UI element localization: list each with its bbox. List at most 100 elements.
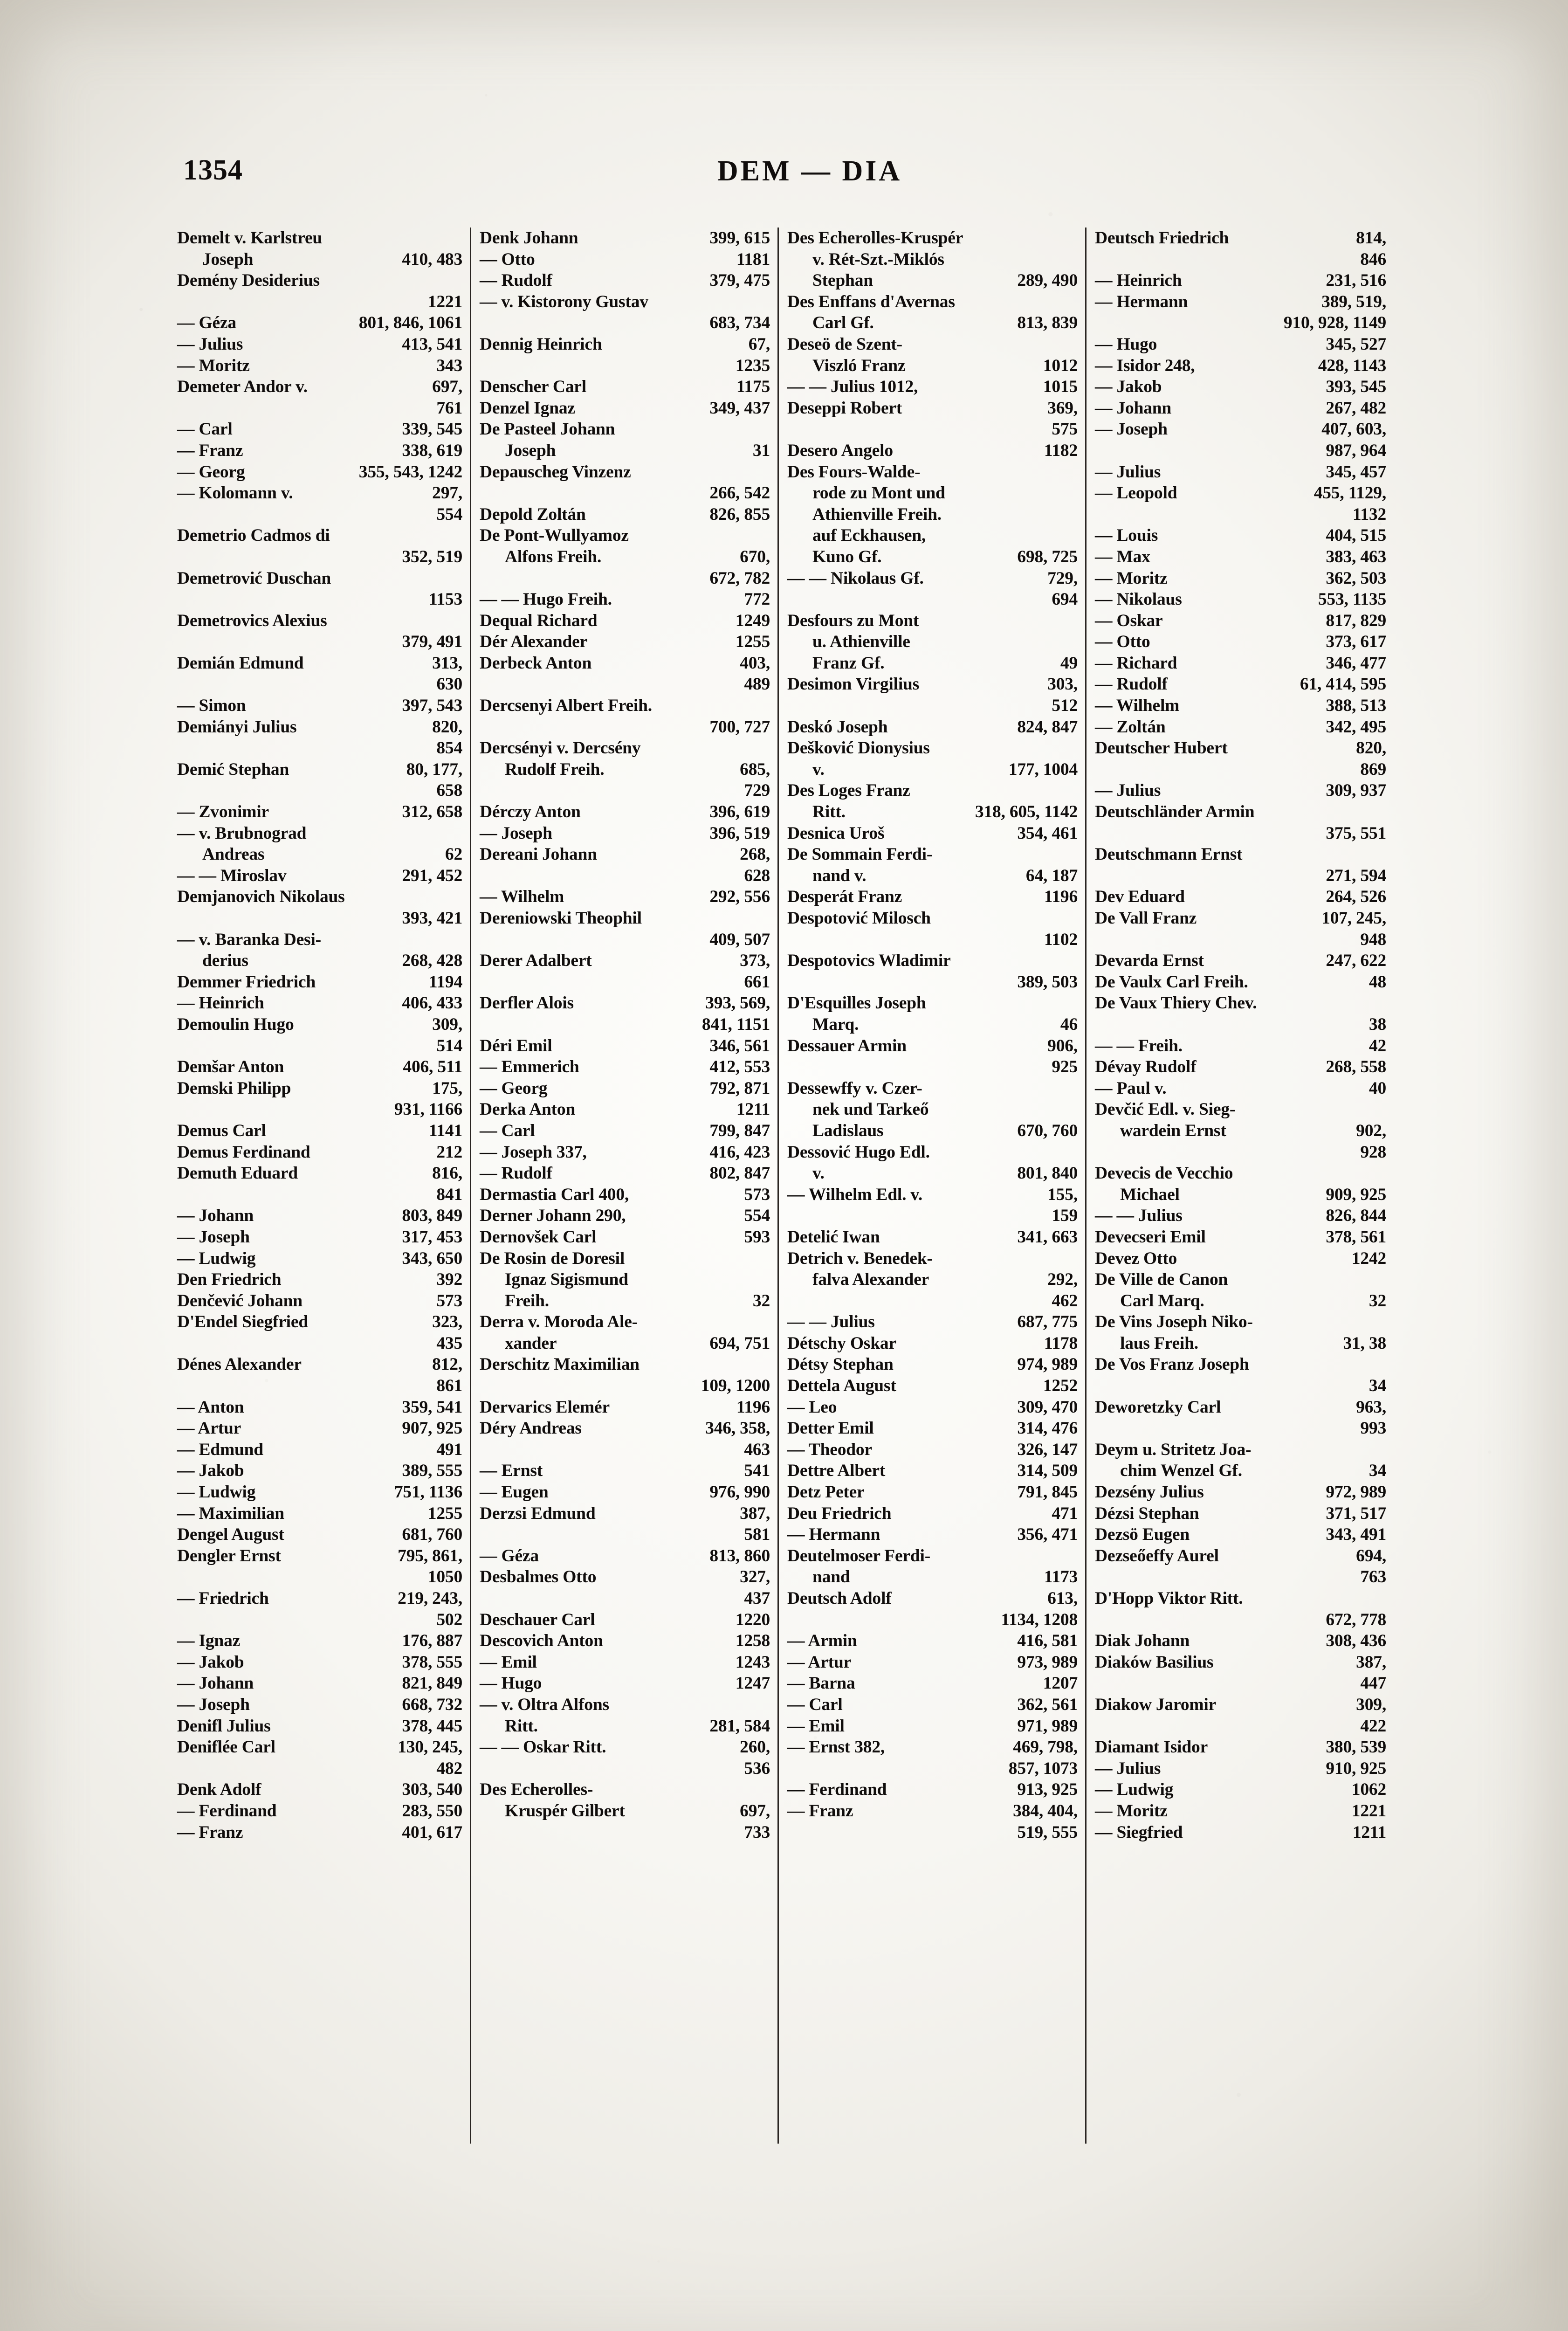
- index-entry: Andreas 62: [177, 844, 462, 865]
- entry-name: — Heinrich: [177, 993, 264, 1013]
- index-entry: Depold Zoltán 826, 855: [480, 504, 770, 525]
- index-entry: — Joseph 317, 453: [177, 1227, 462, 1248]
- entry-name: — Theodor: [787, 1440, 872, 1459]
- index-entry: — Franz 338, 619: [177, 440, 462, 462]
- entry-page-numbers: 1134, 1208: [1001, 1610, 1078, 1629]
- entry-page-numbers: 1255: [735, 632, 770, 652]
- index-entry: — Leo 309, 470: [787, 1397, 1078, 1418]
- entry-name: — Jakob: [1095, 377, 1162, 397]
- entry-name: Dévay Rudolf: [1095, 1057, 1197, 1077]
- index-entry: Des Loges Franz: [787, 780, 1078, 801]
- index-entry-continuation: 502: [177, 1609, 462, 1631]
- entry-page-numbers: 356, 471: [1017, 1525, 1078, 1545]
- entry-page-numbers: 32: [752, 1291, 770, 1310]
- entry-name: — Hugo: [480, 1674, 542, 1693]
- entry-name: Demény Desiderius: [177, 271, 320, 290]
- index-entry-continuation: 672, 782: [480, 568, 770, 589]
- entry-page-numbers: 428, 1143: [1318, 356, 1386, 375]
- index-entry: — Joseph 337, 416, 423: [480, 1142, 770, 1163]
- entry-name: Freih.: [505, 1291, 549, 1310]
- index-entry: — Jakob 378, 555: [177, 1652, 462, 1673]
- index-entry: Dercsényi v. Dercsény: [480, 738, 770, 759]
- entry-page-numbers: 359, 541: [402, 1397, 462, 1417]
- index-entry-continuation: 869: [1095, 759, 1386, 780]
- index-entry-continuation: 854: [177, 738, 462, 759]
- entry-name: Despotović Milosch: [787, 909, 931, 928]
- entry-page-numbers: 925: [1052, 1057, 1078, 1077]
- entry-name: Des Enffans d'Avernas: [787, 292, 955, 311]
- entry-page-numbers: 1221: [1351, 1801, 1386, 1821]
- entry-name: — Ferdinand: [177, 1801, 277, 1821]
- entry-page-numbers: 661: [744, 972, 770, 992]
- entry-page-numbers: 861: [436, 1376, 462, 1396]
- index-entry: Denifl Julius 378, 445: [177, 1716, 462, 1737]
- entry-name: — Georg: [177, 462, 245, 482]
- index-entry: Des Echerolles-Kruspér: [787, 228, 1078, 249]
- entry-page-numbers: 303, 540: [402, 1780, 462, 1800]
- entry-page-numbers: 46: [1060, 1014, 1078, 1034]
- entry-name: Dernovšek Carl: [480, 1227, 597, 1247]
- index-entry: Dercsenyi Albert Freih.: [480, 695, 770, 717]
- entry-page-numbers: 1173: [1044, 1567, 1078, 1587]
- entry-page-numbers: 489: [744, 675, 770, 694]
- entry-page-numbers: 907, 925: [402, 1419, 462, 1438]
- entry-page-numbers: 1196: [736, 1397, 770, 1417]
- index-entry: Des Fours-Walde-: [787, 462, 1078, 483]
- index-entry: — Emil 971, 989: [787, 1716, 1078, 1737]
- index-entry: — Wilhelm Edl. v. 155,: [787, 1184, 1078, 1206]
- index-entry: — Rudolf 802, 847: [480, 1163, 770, 1184]
- index-entry: De Vaulx Carl Freih. 48: [1095, 972, 1386, 993]
- entry-page-numbers: 1220: [735, 1610, 770, 1629]
- entry-page-numbers: 820,: [1356, 738, 1386, 758]
- entry-name: De Rosin de Doresil: [480, 1248, 625, 1268]
- index-entry: Marq. 46: [787, 1014, 1078, 1035]
- index-entry: Derner Johann 290, 554: [480, 1205, 770, 1227]
- entry-page-numbers: 396, 519: [709, 823, 770, 843]
- index-entry: Detrich v. Benedek-: [787, 1248, 1078, 1269]
- entry-name: — Jakob: [177, 1461, 244, 1481]
- entry-page-numbers: 733: [744, 1822, 770, 1842]
- entry-page-numbers: 821, 849: [402, 1674, 462, 1693]
- index-entry-continuation: 658: [177, 780, 462, 801]
- index-entry: — Otto 1181: [480, 249, 770, 270]
- entry-page-numbers: 309,: [1356, 1695, 1386, 1714]
- index-entry: — Johann 803, 849: [177, 1205, 462, 1227]
- entry-name: — Wilhelm: [1095, 696, 1180, 716]
- index-entry: falva Alexander 292,: [787, 1269, 1078, 1290]
- index-entry: De Rosin de Doresil: [480, 1248, 770, 1269]
- index-entry: Den Friedrich 392: [177, 1269, 462, 1290]
- entry-name: Dequal Richard: [480, 611, 598, 630]
- entry-name: — — Miroslav: [177, 866, 287, 885]
- entry-page-numbers: 268,: [740, 845, 770, 864]
- entry-page-numbers: 803, 849: [402, 1206, 462, 1226]
- entry-page-numbers: 416, 423: [709, 1142, 770, 1162]
- entry-name: Dengler Ernst: [177, 1546, 281, 1565]
- entry-page-numbers: 309, 937: [1326, 781, 1386, 800]
- entry-name: nand: [812, 1567, 850, 1587]
- entry-page-numbers: 554: [744, 1206, 770, 1226]
- index-entry: Derschitz Maximilian: [480, 1354, 770, 1375]
- index-entry: — Joseph 407, 603,: [1095, 419, 1386, 440]
- index-entry: — Siegfried 1211: [1095, 1822, 1386, 1843]
- index-entry: Viszló Franz 1012: [787, 355, 1078, 377]
- entry-name: Diaków Basilius: [1095, 1652, 1214, 1672]
- index-entry: chim Wenzel Gf. 34: [1095, 1460, 1386, 1482]
- entry-name: — Hermann: [1095, 292, 1188, 311]
- entry-page-numbers: 266, 542: [709, 483, 770, 503]
- index-entry: — Hermann 389, 519,: [1095, 291, 1386, 313]
- index-entry: Joseph 31: [480, 440, 770, 462]
- index-entry: Alfons Freih. 670,: [480, 546, 770, 568]
- entry-name: — Ignaz: [177, 1631, 241, 1651]
- entry-page-numbers: 628: [744, 866, 770, 885]
- index-entry: Demiányi Julius 820,: [177, 717, 462, 738]
- index-entry-continuation: 1134, 1208: [787, 1609, 1078, 1631]
- index-entry-continuation: 409, 507: [480, 929, 770, 951]
- entry-name: De Ville de Canon: [1095, 1270, 1228, 1290]
- entry-name: — Hermann: [787, 1525, 880, 1545]
- entry-page-numbers: 512: [1052, 696, 1078, 716]
- index-entry: Michael 909, 925: [1095, 1184, 1386, 1206]
- entry-page-numbers: 694, 751: [709, 1333, 770, 1353]
- entry-page-numbers: 670, 760: [1017, 1121, 1078, 1140]
- entry-page-numbers: 685,: [740, 759, 770, 779]
- entry-name: — v. Baranka Desi-: [177, 930, 321, 949]
